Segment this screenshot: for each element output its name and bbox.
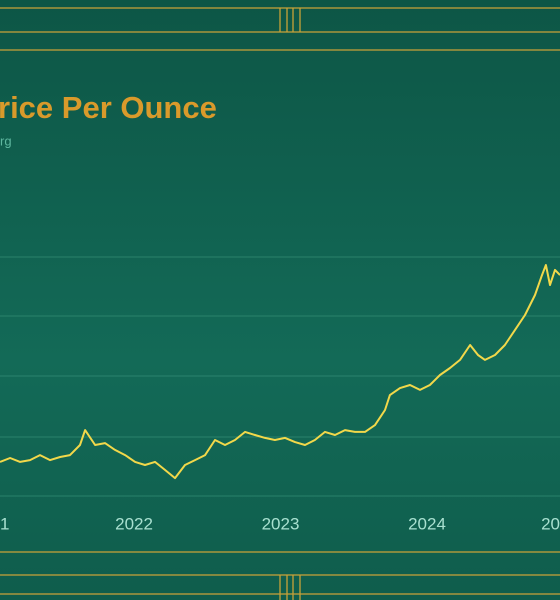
frame — [0, 7, 560, 600]
x-tick-label: 2022 — [115, 514, 153, 533]
chart-title: rice Per Ounce — [0, 90, 217, 125]
x-tick-label: 2023 — [262, 514, 300, 533]
price-line — [0, 264, 560, 480]
x-tick-label: 1 — [0, 514, 9, 533]
x-tick-label: 20 — [541, 514, 560, 533]
x-tick-label: 2024 — [408, 514, 446, 533]
grid — [0, 256, 560, 497]
chart-subtitle: rg — [0, 133, 12, 148]
